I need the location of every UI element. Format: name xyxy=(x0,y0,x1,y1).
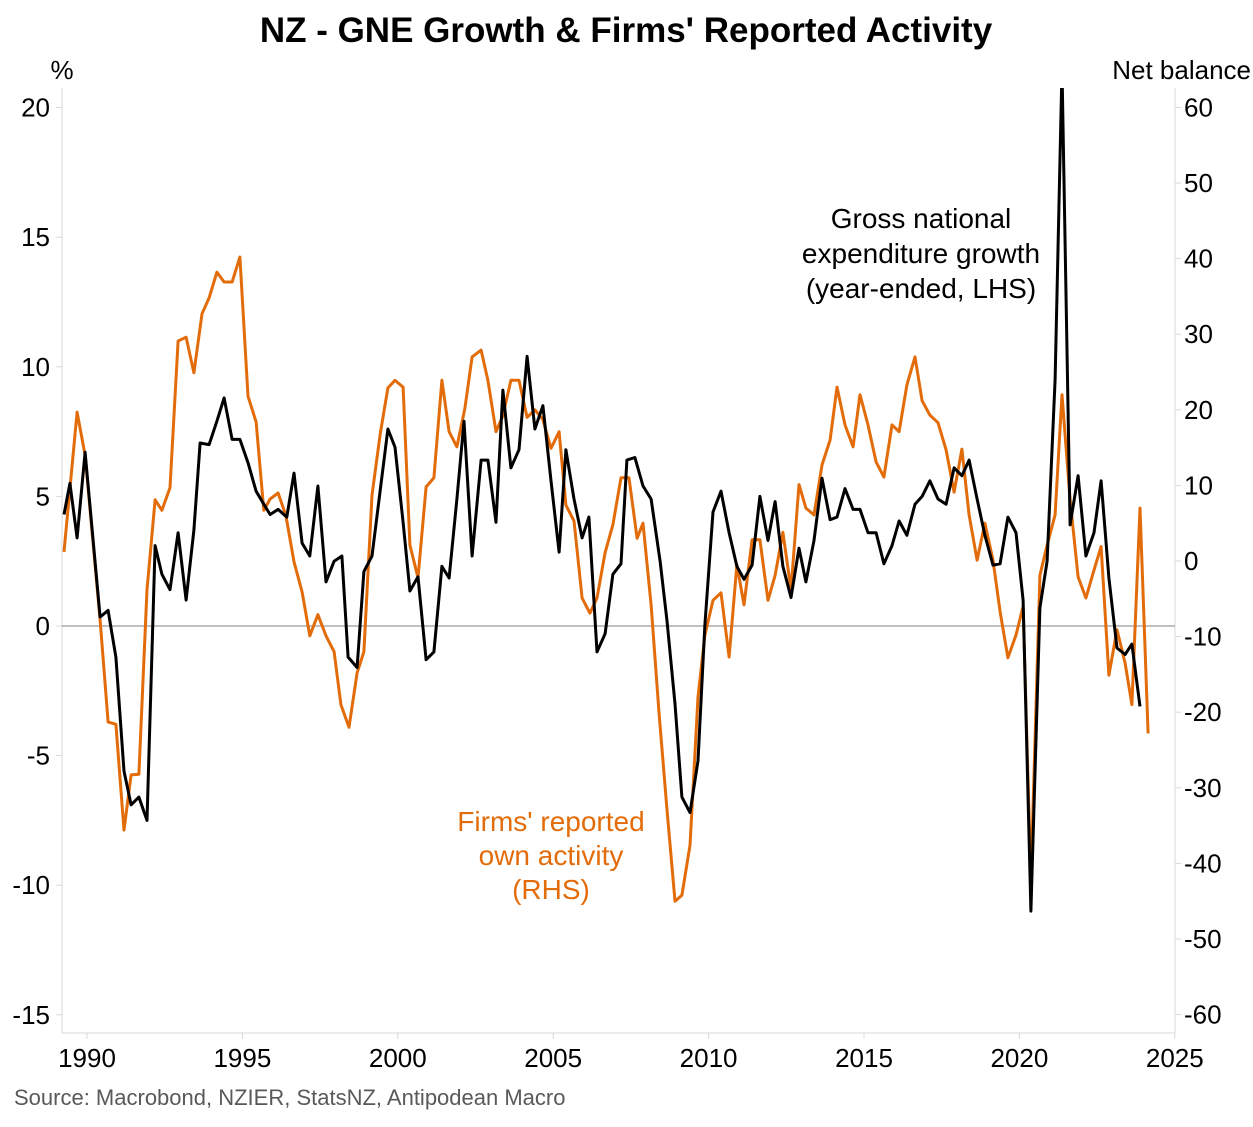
firms-activity-line xyxy=(62,255,1150,903)
annotation-firms-line: Firms' reported xyxy=(457,806,644,837)
left-tick-label: 20 xyxy=(21,93,50,123)
series-lines xyxy=(62,88,1150,913)
right-tick-label: 0 xyxy=(1184,546,1198,576)
chart-title: NZ - GNE Growth & Firms' Reported Activi… xyxy=(260,11,993,50)
annotation-gne-line: Gross national xyxy=(831,203,1012,234)
right-tick-label: -20 xyxy=(1184,697,1222,727)
x-tick-label: 1990 xyxy=(58,1043,116,1073)
x-tick-label: 2005 xyxy=(524,1043,582,1073)
x-tick-label: 2010 xyxy=(680,1043,738,1073)
right-tick-label: -60 xyxy=(1184,1000,1222,1030)
annotation-gne-line: (year-ended, LHS) xyxy=(806,273,1036,304)
x-tick-label: 2025 xyxy=(1146,1043,1204,1073)
left-tick-label: -10 xyxy=(12,870,50,900)
left-tick-label: 5 xyxy=(36,481,50,511)
annotation-gne: Gross national expenditure growth (year-… xyxy=(802,203,1040,304)
right-tick-label: -30 xyxy=(1184,773,1222,803)
left-tick-label: -5 xyxy=(27,741,50,771)
right-tick-label: 50 xyxy=(1184,168,1213,198)
annotation-firms: Firms' reported own activity (RHS) xyxy=(457,806,644,905)
left-tick-label: 10 xyxy=(21,352,50,382)
x-tick-label: 2000 xyxy=(369,1043,427,1073)
annotation-firms-line: (RHS) xyxy=(512,874,590,905)
source-note: Source: Macrobond, NZIER, StatsNZ, Antip… xyxy=(14,1085,565,1110)
left-axis-label: % xyxy=(50,55,73,85)
annotation-gne-line: expenditure growth xyxy=(802,238,1040,269)
gne-growth-line xyxy=(62,88,1142,913)
axes xyxy=(56,88,1181,1039)
right-tick-label: -40 xyxy=(1184,848,1222,878)
right-tick-label: 40 xyxy=(1184,244,1213,274)
right-tick-label: 20 xyxy=(1184,395,1213,425)
x-tick-label: 1995 xyxy=(213,1043,271,1073)
x-tick-label: 2015 xyxy=(835,1043,893,1073)
tick-labels: 20151050-5-10-156050403020100-10-20-30-4… xyxy=(12,92,1221,1073)
right-tick-label: -10 xyxy=(1184,622,1222,652)
right-axis-label: Net balance xyxy=(1112,55,1251,85)
left-tick-label: -15 xyxy=(12,1000,50,1030)
left-tick-label: 0 xyxy=(36,611,50,641)
annotation-firms-line: own activity xyxy=(479,840,624,871)
x-tick-label: 2020 xyxy=(990,1043,1048,1073)
left-tick-label: 15 xyxy=(21,222,50,252)
right-tick-label: 60 xyxy=(1184,92,1213,122)
right-tick-label: -50 xyxy=(1184,924,1222,954)
right-tick-label: 30 xyxy=(1184,319,1213,349)
right-tick-label: 10 xyxy=(1184,470,1213,500)
